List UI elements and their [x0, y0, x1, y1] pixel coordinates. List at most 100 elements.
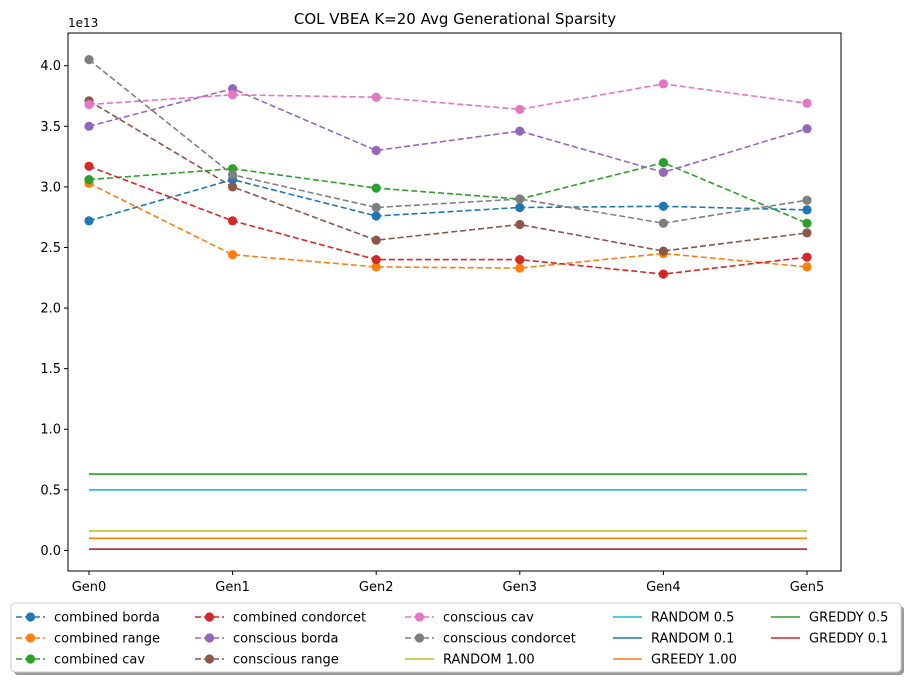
data-point — [228, 182, 238, 192]
legend-label: conscious range — [233, 653, 339, 668]
legend-entry-combined-cav: combined cav — [16, 653, 145, 668]
data-point — [658, 79, 669, 89]
data-point — [371, 92, 381, 102]
data-point — [515, 202, 525, 213]
data-point — [658, 218, 669, 228]
series-line — [88, 87, 808, 174]
x-tick-label: Gen1 — [215, 580, 250, 595]
legend: combined borda combined range combined cav… — [10, 602, 904, 675]
legend-entry-greddy-0-1: GREDDY 0.1 — [771, 632, 888, 647]
legend-marker — [25, 633, 36, 643]
legend-label: combined range — [54, 632, 160, 647]
legend-label: combined borda — [54, 611, 160, 626]
data-point — [802, 195, 812, 205]
legend-label: combined condorcet — [233, 611, 366, 626]
data-point — [228, 216, 238, 226]
data-point — [802, 98, 812, 108]
series-line — [88, 161, 808, 224]
data-point — [84, 216, 94, 226]
data-point — [802, 252, 812, 262]
y-axis-multiplier: 1e13 — [68, 16, 98, 30]
data-point — [371, 183, 381, 193]
data-point — [658, 158, 669, 168]
x-tick-label: Gen3 — [503, 580, 538, 595]
legend-entry-combined-condorcet: combined condorcet — [195, 611, 366, 626]
legend-label: conscious borda — [233, 632, 339, 647]
legend-label: RANDOM 0.1 — [651, 632, 734, 647]
legend-entry-conscious-borda: conscious borda — [195, 632, 339, 647]
y-axis: 0.0 0.5 1.0 1.5 2.0 2.5 3.0 3.5 4.0 — [40, 59, 68, 559]
data-point — [658, 269, 669, 279]
data-point — [802, 205, 812, 215]
data-point — [371, 254, 381, 265]
data-point — [228, 90, 238, 100]
legend-label: combined cav — [54, 653, 145, 668]
legend-entry-greedy-1-00: GREEDY 1.00 — [613, 653, 737, 668]
y-tick-label: 0.0 — [40, 544, 61, 559]
y-tick-label: 3.0 — [40, 180, 61, 195]
data-point — [84, 55, 94, 65]
legend-label: GREEDY 1.00 — [651, 653, 737, 668]
data-point — [802, 228, 812, 238]
series-combined-condorcet — [84, 161, 812, 279]
data-point — [228, 170, 238, 180]
y-tick-label: 1.0 — [40, 423, 61, 438]
legend-entry-combined-range: combined range — [16, 632, 160, 647]
data-point — [658, 201, 669, 211]
data-point — [658, 167, 669, 177]
y-tick-label: 3.5 — [40, 120, 61, 135]
data-point — [371, 235, 381, 245]
series-combined-borda — [84, 175, 812, 226]
legend-marker — [25, 654, 36, 664]
data-point — [658, 246, 669, 256]
data-point — [84, 161, 94, 171]
legend-marker — [204, 633, 215, 643]
series-line — [88, 59, 808, 225]
data-point — [84, 99, 94, 110]
legend-entry-conscious-range: conscious range — [195, 653, 339, 668]
data-point — [802, 218, 812, 228]
data-point — [802, 262, 812, 272]
legend-entry-random-0-5: RANDOM 0.5 — [613, 611, 734, 626]
data-point — [84, 121, 94, 131]
y-tick-label: 2.5 — [40, 241, 61, 256]
legend-label: GREDDY 0.5 — [809, 611, 888, 626]
y-tick-label: 0.5 — [40, 483, 61, 498]
data-point — [515, 194, 525, 204]
legend-marker — [204, 654, 215, 664]
legend-marker — [204, 612, 215, 622]
x-axis: Gen0 Gen1 Gen2 Gen3 Gen4 Gen5 — [72, 571, 825, 595]
data-point — [371, 262, 381, 272]
series-line — [88, 165, 808, 275]
legend-box — [10, 602, 902, 673]
series-line — [88, 182, 808, 269]
data-point — [515, 254, 525, 265]
data-point — [515, 104, 525, 114]
y-tick-label: 1.5 — [40, 362, 61, 377]
plot-frame — [67, 32, 842, 572]
plot-area — [84, 55, 812, 551]
legend-entry-conscious-condorcet: conscious condorcet — [405, 632, 576, 647]
x-tick-label: Gen2 — [359, 580, 394, 595]
legend-entry-random-0-1: RANDOM 0.1 — [613, 632, 734, 647]
legend-label: conscious condorcet — [443, 632, 576, 647]
x-tick-label: Gen5 — [790, 580, 825, 595]
series-conscious-cav — [84, 79, 812, 114]
series-line — [88, 100, 808, 252]
y-tick-label: 4.0 — [40, 59, 61, 74]
y-tick-label: 2.0 — [40, 302, 61, 317]
legend-entry-combined-borda: combined borda — [16, 611, 160, 626]
series-line — [88, 178, 808, 222]
data-point — [371, 145, 381, 156]
legend-marker — [25, 612, 36, 622]
data-point — [515, 126, 525, 136]
x-tick-label: Gen0 — [72, 580, 107, 595]
legend-label: GREDDY 0.1 — [809, 632, 888, 647]
series-conscious-condorcet — [84, 55, 812, 228]
chart-title: COL VBEA K=20 Avg Generational Sparsity — [294, 10, 616, 28]
data-point — [228, 250, 238, 260]
legend-label: RANDOM 0.5 — [651, 611, 734, 626]
data-point — [515, 219, 525, 230]
series-line — [88, 83, 808, 111]
